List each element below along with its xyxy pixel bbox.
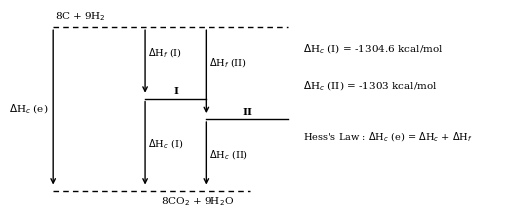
Text: 8CO$_2$ + 9H$_2$O: 8CO$_2$ + 9H$_2$O xyxy=(161,196,234,208)
Text: $\Delta$H$_f$ (II): $\Delta$H$_f$ (II) xyxy=(209,56,246,70)
Text: $\Delta$H$_c$ (I): $\Delta$H$_c$ (I) xyxy=(147,138,183,151)
Text: $\Delta$H$_c$ (e): $\Delta$H$_c$ (e) xyxy=(9,102,48,116)
Text: $\Delta$H$_c$ (II) = -1303 kcal/mol: $\Delta$H$_c$ (II) = -1303 kcal/mol xyxy=(303,80,438,93)
Text: I: I xyxy=(173,87,178,96)
Text: 8C + 9H$_2$: 8C + 9H$_2$ xyxy=(55,10,105,23)
Text: II: II xyxy=(242,108,252,117)
Text: $\Delta$H$_c$ (I) = -1304.6 kcal/mol: $\Delta$H$_c$ (I) = -1304.6 kcal/mol xyxy=(303,43,444,57)
Text: $\Delta$H$_f$ (I): $\Delta$H$_f$ (I) xyxy=(147,46,181,60)
Text: $\Delta$H$_c$ (II): $\Delta$H$_c$ (II) xyxy=(209,148,248,162)
Text: Hess's Law : $\Delta$H$_c$ (e) = $\Delta$H$_c$ + $\Delta$H$_f$: Hess's Law : $\Delta$H$_c$ (e) = $\Delta… xyxy=(303,131,473,144)
